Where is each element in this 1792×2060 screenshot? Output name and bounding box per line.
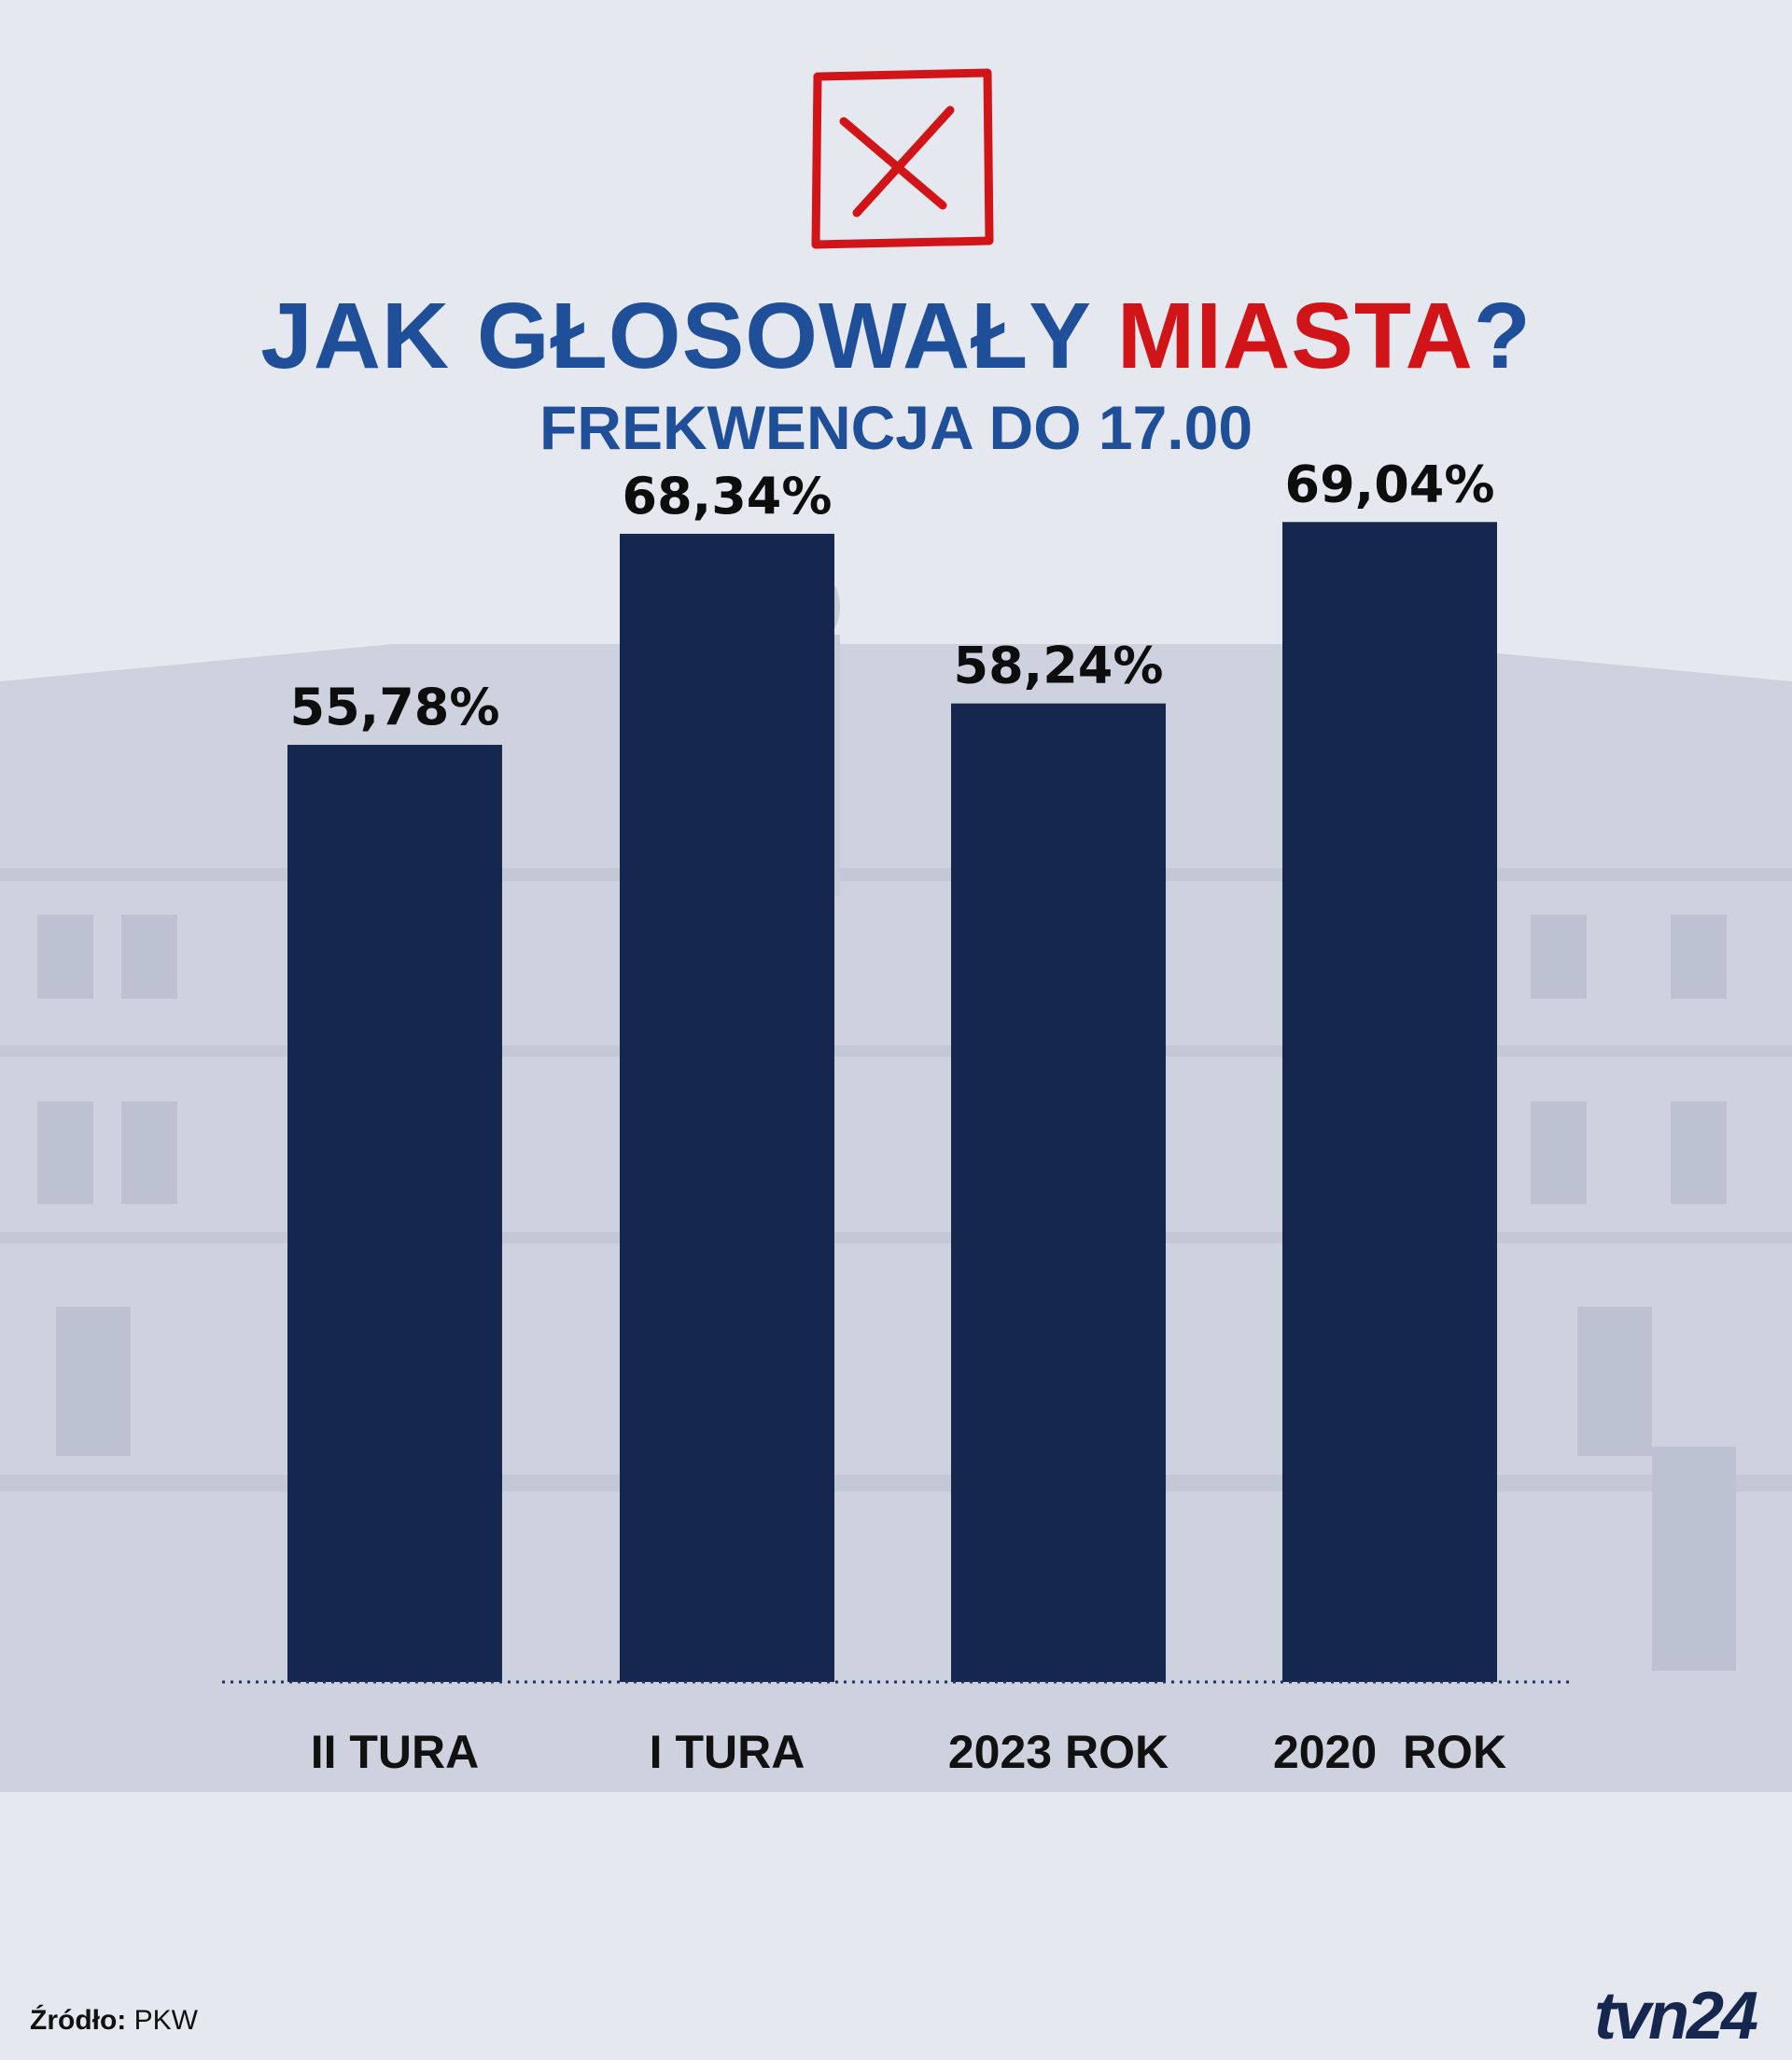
bar-4: [1282, 522, 1497, 1682]
bar-1: [287, 744, 502, 1682]
tvn24-logo: tvn24: [1594, 1979, 1758, 2053]
bar-3: [951, 703, 1166, 1683]
value-label-2: 68,34%: [623, 467, 833, 526]
chart-subtitle: FREKWENCJA DO 17.00: [539, 393, 1253, 462]
category-label-4: 2020 ROK: [1273, 1726, 1506, 1778]
source-note: Źródło: PKW: [30, 2005, 198, 2037]
ballot-x-icon: [811, 68, 994, 249]
value-label-1: 55,78%: [290, 678, 500, 736]
bar-2: [620, 533, 834, 1682]
category-label-3: 2023 ROK: [948, 1726, 1169, 1778]
source-value: PKW: [133, 2005, 198, 2036]
source-key: Źródło:: [30, 2005, 127, 2036]
value-label-4: 69,04%: [1285, 455, 1495, 513]
value-label-3: 58,24%: [954, 637, 1164, 695]
bars-group: [287, 522, 1497, 1683]
title-end: ?: [1473, 284, 1532, 388]
category-label-2: I TURA: [650, 1726, 805, 1778]
title-accent: MIASTA: [1116, 284, 1474, 388]
title-main: JAK GŁOSOWAŁY: [260, 284, 1117, 388]
category-label-1: II TURA: [311, 1726, 480, 1778]
labels-group: 55,78% II TURA 68,34% I TURA 58,24% 2023 ROK 6…: [290, 455, 1507, 1778]
page-title: JAK GŁOSOWAŁY MIASTA?: [0, 280, 1792, 392]
